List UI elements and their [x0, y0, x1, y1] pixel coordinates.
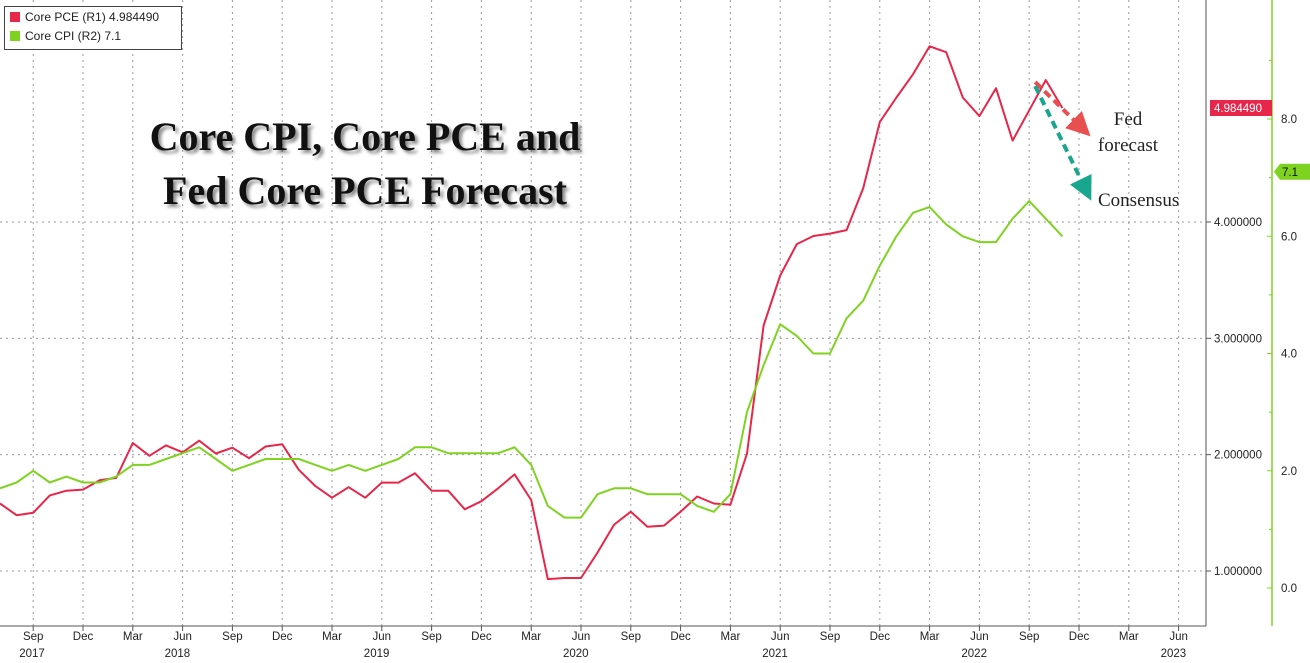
legend-value-core-pce: 4.984490	[109, 9, 160, 24]
legend-label-core-pce: Core PCE (R1)	[25, 9, 106, 24]
forecast-arrows	[1033, 80, 1092, 201]
x-year-label: 2020	[563, 648, 589, 660]
legend-label-core-cpi: Core CPI (R2)	[25, 28, 102, 43]
x-tick-label: Mar	[920, 631, 940, 643]
series-line-core-cpi	[0, 200, 1064, 519]
r1-tick-label: 1.000000	[1214, 566, 1262, 578]
x-tick-label: Dec	[272, 631, 293, 643]
x-tick-label: Sep	[421, 631, 441, 643]
legend-swatch-core-pce	[10, 11, 20, 22]
legend-item-core-pce: Core PCE (R1) 4.984490	[5, 7, 181, 26]
x-tick-label: Jun	[373, 631, 392, 643]
r2-tick-label: 6.0	[1281, 231, 1297, 243]
chart-title-line2: Fed Core PCE Forecast	[163, 168, 567, 213]
x-tick-label: Dec	[471, 631, 492, 643]
x-tick-label: Mar	[720, 631, 740, 643]
x-tick-label: Jun	[572, 631, 591, 643]
consensus-annotation: Consensus	[1098, 190, 1180, 211]
x-year-label: 2019	[364, 648, 390, 660]
fed-forecast-line2: forecast	[1097, 135, 1159, 156]
fed-forecast-annotation: Fed forecast	[1088, 107, 1168, 159]
tick-labels: 1.000000 2.000000 3.000000 4.000000 0.0 2.0 4.…	[19, 99, 1310, 660]
cpi-last-value-tag: 7.1	[1274, 163, 1310, 180]
x-tick-label: Sep	[222, 631, 242, 643]
x-tick-label: Sep	[1019, 631, 1039, 643]
x-tick-label: Mar	[322, 631, 342, 643]
consensus-arrow	[1033, 85, 1092, 201]
cpi-last-value-box	[1274, 163, 1310, 180]
r1-tick-label: 2.000000	[1214, 450, 1262, 462]
x-year-label: 2017	[19, 648, 45, 660]
x-tick-label: Dec	[73, 631, 94, 643]
legend-swatch-core-cpi	[10, 30, 20, 41]
r2-tick-label: 2.0	[1281, 466, 1297, 478]
cpi-last-value-text: 7.1	[1282, 167, 1298, 179]
x-tick-label: Mar	[123, 631, 143, 643]
fed-forecast-arrow	[1033, 80, 1091, 137]
x-tick-label: Mar	[1119, 631, 1139, 643]
series-lines	[0, 45, 1064, 581]
r1-tick-label: 3.000000	[1214, 333, 1262, 345]
gridlines	[0, 0, 1206, 626]
x-tick-label: Sep	[621, 631, 641, 643]
x-tick-label: Jun	[771, 631, 790, 643]
x-year-label: 2022	[961, 648, 987, 660]
x-tick-label: Jun	[970, 631, 989, 643]
x-tick-label: Sep	[820, 631, 840, 643]
axes	[0, 0, 1273, 631]
pce-last-value-box	[1210, 99, 1272, 116]
x-tick-label: Jun	[1169, 631, 1188, 643]
chart-title: Core CPI, Core PCE and Fed Core PCE Fore…	[115, 110, 615, 218]
legend-item-core-cpi: Core CPI (R2) 7.1	[5, 26, 181, 45]
pce-last-value-tag: 4.984490	[1210, 99, 1272, 116]
x-year-label: 2023	[1161, 648, 1187, 660]
r2-tick-label: 4.0	[1281, 349, 1297, 361]
x-tick-label: Dec	[870, 631, 891, 643]
x-year-label: 2018	[165, 648, 191, 660]
x-tick-label: Mar	[521, 631, 541, 643]
series-line-core-pce	[0, 45, 1064, 581]
r2-tick-label: 0.0	[1281, 583, 1297, 595]
x-tick-label: Dec	[1069, 631, 1090, 643]
legend-value-core-cpi: 7.1	[104, 28, 122, 43]
x-tick-label: Sep	[23, 631, 43, 643]
chart-title-line1: Core CPI, Core PCE and	[149, 114, 581, 159]
x-tick-label: Jun	[173, 631, 192, 643]
x-tick-label: Dec	[670, 631, 691, 643]
fed-forecast-line1: Fed	[1113, 109, 1143, 130]
pce-last-value-text: 4.984490	[1214, 103, 1262, 115]
r2-tick-label: 8.0	[1281, 114, 1297, 126]
r1-tick-label: 4.000000	[1214, 217, 1262, 229]
x-year-label: 2021	[762, 648, 788, 660]
legend: Core PCE (R1) 4.984490 Core CPI (R2) 7.1	[4, 6, 182, 50]
